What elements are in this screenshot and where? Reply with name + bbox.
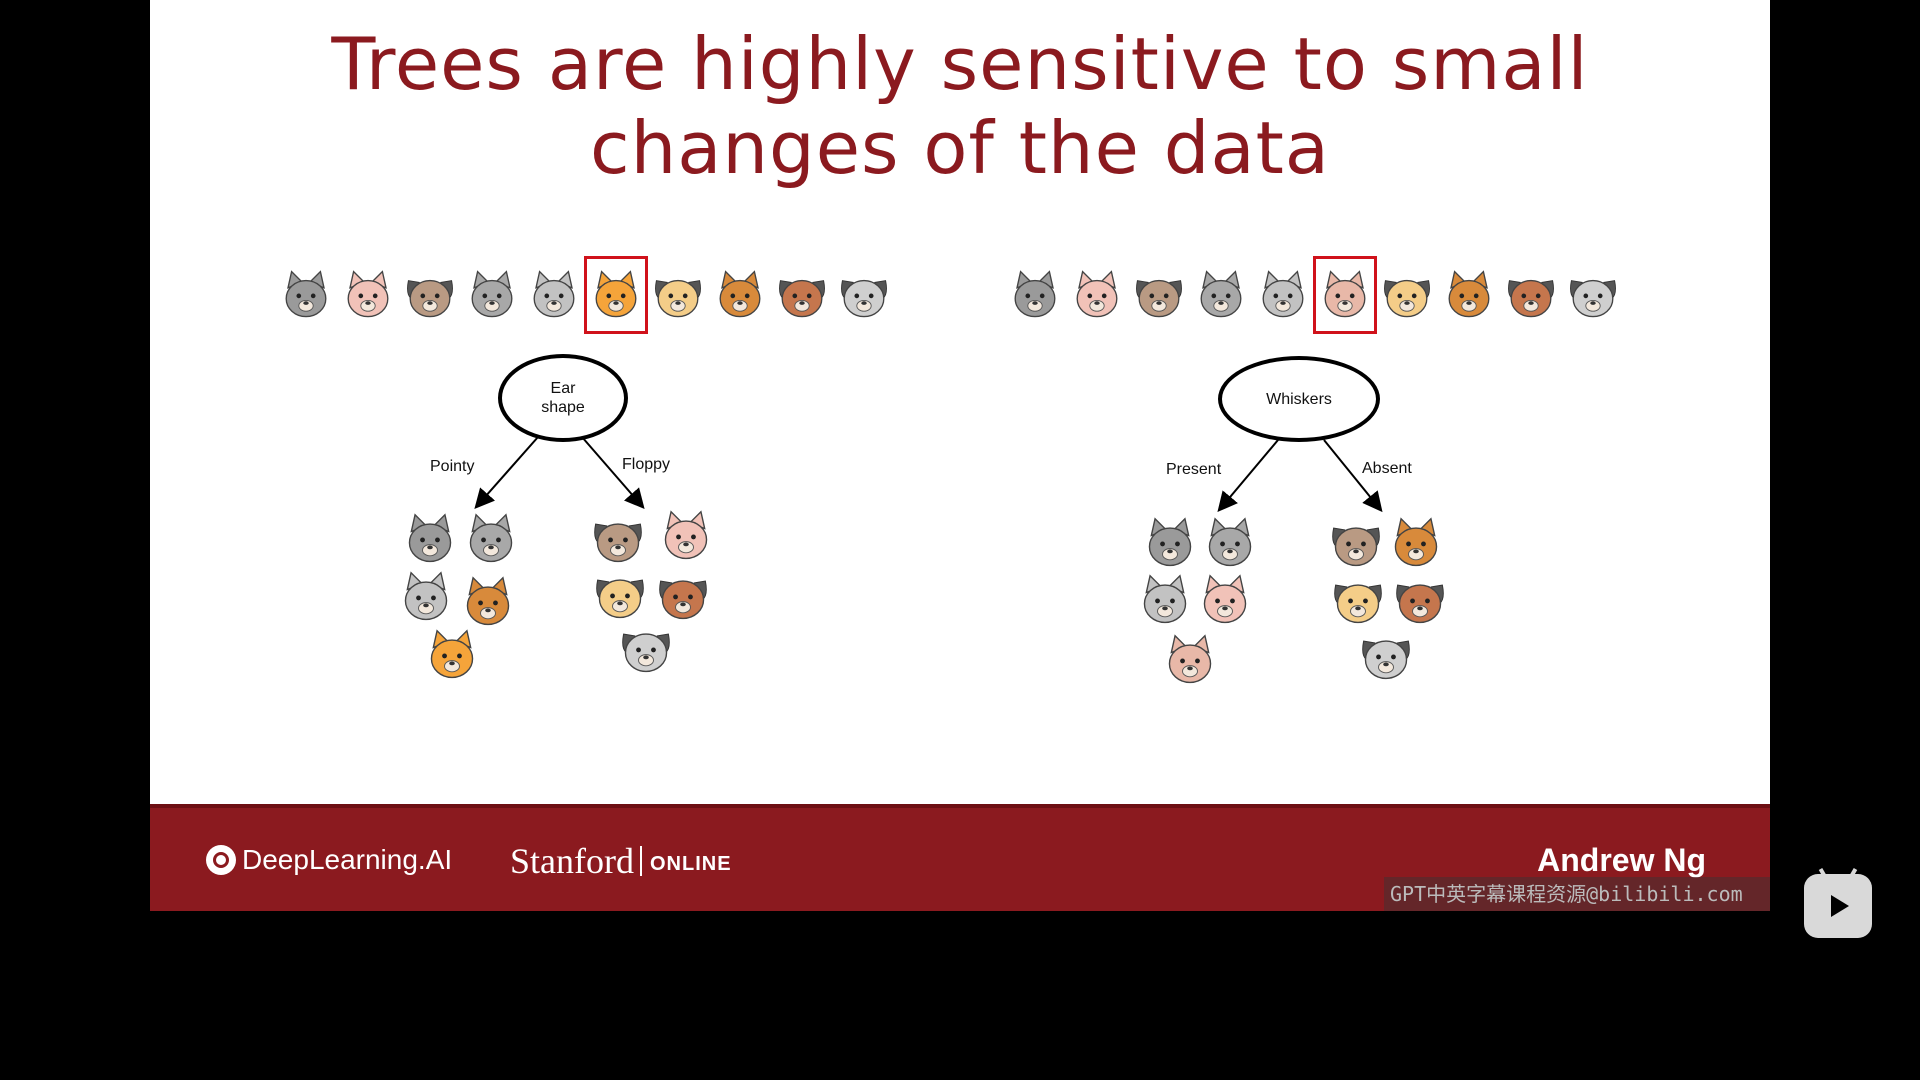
cat-icon (1388, 515, 1444, 575)
cat-icon (337, 257, 399, 333)
floppy-label: Floppy (622, 456, 671, 473)
cat-icon (424, 627, 480, 687)
cat-icon (1202, 515, 1258, 575)
dog-icon (1358, 628, 1414, 688)
dog-icon (655, 568, 711, 628)
dog-icon (1328, 515, 1384, 575)
right-animal-row (1004, 256, 1624, 334)
present-label: Present (1166, 461, 1222, 478)
dog-icon (647, 257, 709, 333)
dog-icon (1562, 257, 1624, 333)
ear-shape-node: Ear shape (498, 354, 628, 442)
dog-icon (1376, 257, 1438, 333)
absent-label: Absent (1362, 460, 1412, 477)
dog-icon (771, 257, 833, 333)
cat-icon (1137, 572, 1193, 632)
tv-antenna-right (1846, 867, 1858, 883)
cat-icon (584, 256, 648, 334)
left-pointy-arrow (474, 436, 539, 509)
stanford-separator (639, 846, 642, 876)
left-animal-row (275, 256, 895, 334)
cat-icon (1004, 257, 1066, 333)
tv-antenna-left (1818, 867, 1830, 883)
slide: Trees are highly sensitive to small chan… (150, 0, 1770, 910)
whiskers-node: Whiskers (1218, 356, 1380, 442)
cat-icon (275, 257, 337, 333)
cat-icon (463, 511, 519, 571)
deeplearning-logo-icon (206, 845, 236, 875)
cat-icon (398, 569, 454, 629)
cat-icon (709, 257, 771, 333)
cat-icon (1066, 257, 1128, 333)
cat-icon (1438, 257, 1500, 333)
dog-icon (833, 257, 895, 333)
cat-icon (523, 257, 585, 333)
slide-title: Trees are highly sensitive to small chan… (150, 22, 1770, 190)
dog-icon (399, 257, 461, 333)
cat-icon (1197, 572, 1253, 632)
dog-icon (592, 567, 648, 627)
dog-icon (618, 621, 674, 681)
cat-icon (1313, 256, 1377, 334)
cat-icon (1142, 515, 1198, 575)
title-line-1: Trees are highly sensitive to small (331, 22, 1589, 106)
footer-divider (150, 804, 1770, 808)
dog-icon (1330, 572, 1386, 632)
stanford-online-logo: Stanford ONLINE (510, 840, 732, 882)
cat-icon (1162, 632, 1218, 692)
deeplearning-logo: DeepLearning.AI (206, 844, 452, 876)
bilibili-tv-button[interactable] (1804, 867, 1872, 938)
dog-icon (1128, 257, 1190, 333)
dog-icon (1392, 572, 1448, 632)
dog-icon (590, 511, 646, 571)
bilibili-watermark: GPT中英字幕课程资源@bilibili.com (1384, 877, 1770, 911)
stanford-text: Stanford (510, 841, 634, 881)
online-text: ONLINE (649, 852, 732, 875)
dog-icon (1500, 257, 1562, 333)
right-present-arrow (1217, 439, 1279, 513)
cat-icon (460, 574, 516, 634)
cat-icon (1252, 257, 1314, 333)
cat-icon (1190, 257, 1252, 333)
presenter-name: Andrew Ng (1537, 842, 1706, 878)
deeplearning-brand: DeepLearning.AI (242, 844, 453, 875)
cat-icon (658, 508, 714, 568)
pointy-label: Pointy (430, 458, 475, 475)
cat-icon (402, 511, 458, 571)
play-icon (1831, 895, 1849, 917)
cat-icon (461, 257, 523, 333)
title-line-2: changes of the data (590, 106, 1330, 190)
